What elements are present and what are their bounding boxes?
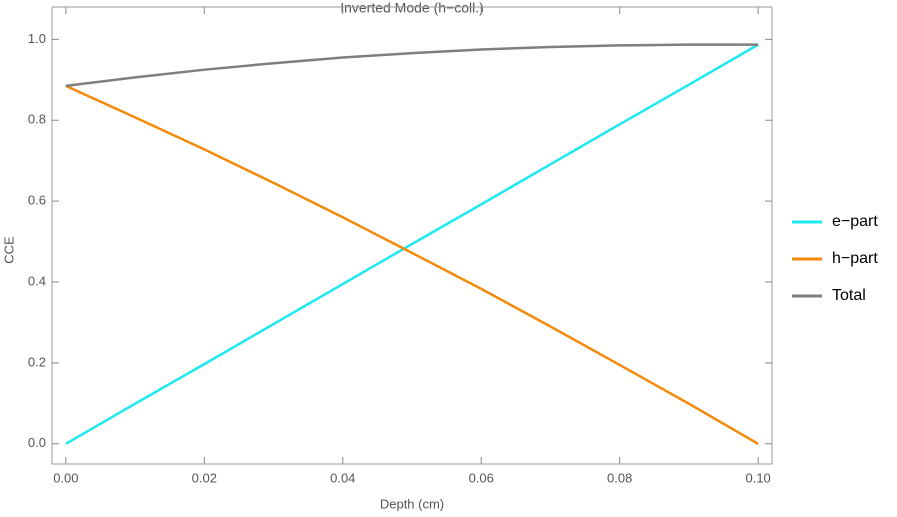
y-axis-label: CCE [1,236,16,264]
x-tick-label: 0.06 [469,470,494,485]
plot-frame [51,6,773,465]
y-tick-label: 0.6 [28,193,46,208]
x-axis-label: Depth (cm) [380,496,444,511]
legend-label: e−part [832,213,878,230]
y-tick-label: 0.2 [28,354,46,369]
legend-label: Total [832,287,866,304]
y-tick-label: 0.8 [28,112,46,127]
chart-title: Inverted Mode (h−coll.) [340,0,484,16]
x-tick-label: 0.08 [607,470,632,485]
y-tick-label: 0.4 [28,273,46,288]
line-series [65,43,759,445]
x-tick-label: 0.10 [745,470,770,485]
y-tick-label: 1.0 [28,31,46,46]
x-tick-label: 0.00 [53,470,78,485]
line-series [65,43,759,88]
x-tick-label: 0.04 [330,470,355,485]
legend-label: h−part [832,250,878,267]
line-series [65,84,759,445]
y-tick-label: 0.0 [28,435,46,450]
x-tick-label: 0.02 [192,470,217,485]
